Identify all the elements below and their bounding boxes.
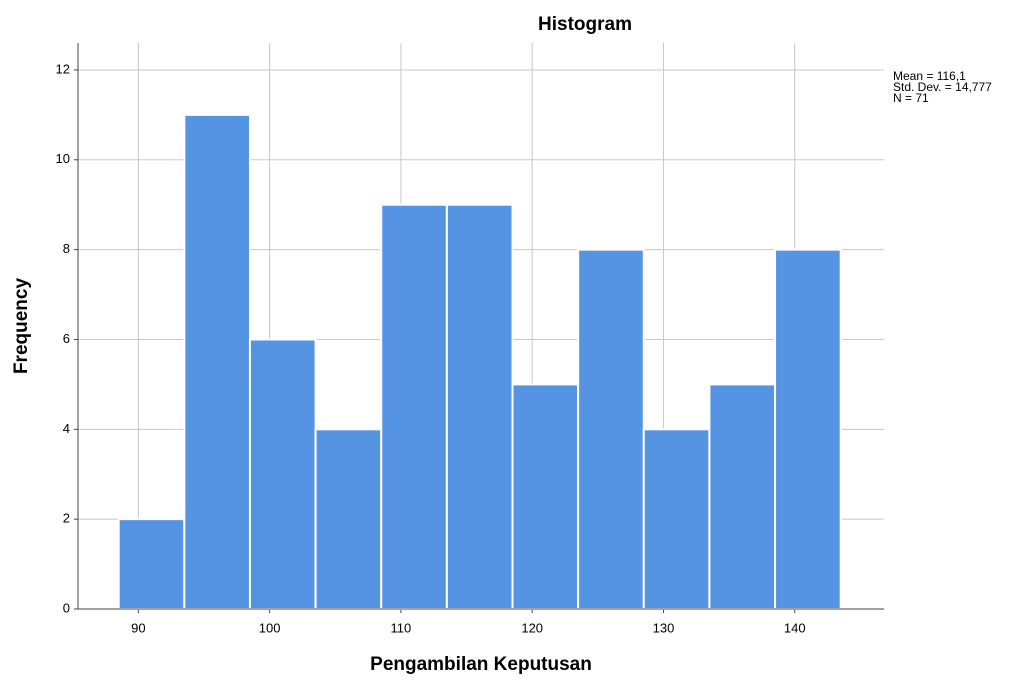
- bar: [248, 338, 317, 610]
- bar: [183, 113, 251, 610]
- bar: [314, 428, 383, 611]
- x-axis-label: Pengambilan Keputusan: [370, 654, 592, 675]
- bar: [642, 428, 711, 611]
- stats-annotation: N = 71: [893, 91, 929, 105]
- x-tick-label: 130: [653, 620, 675, 635]
- y-axis-label: Frequency: [11, 278, 32, 375]
- x-tick-label: 120: [521, 620, 543, 635]
- y-tick-label: 6: [63, 331, 70, 346]
- bar: [577, 248, 645, 610]
- y-tick-label: 2: [63, 511, 70, 526]
- bar: [708, 383, 777, 610]
- chart-title: Histogram: [538, 14, 632, 35]
- x-tick-label: 100: [259, 620, 281, 635]
- y-tick-label: 10: [56, 151, 70, 166]
- x-tick-label: 110: [391, 620, 412, 635]
- x-tick-label: 90: [131, 620, 145, 635]
- bar: [774, 248, 842, 610]
- y-tick-label: 8: [63, 241, 70, 256]
- y-tick-label: 0: [63, 600, 70, 615]
- bar: [511, 383, 580, 610]
- stats-annotation: Std. Dev. = 14,777: [893, 80, 992, 94]
- y-tick-label: 12: [56, 61, 70, 76]
- bar: [380, 203, 448, 610]
- bar: [445, 203, 514, 610]
- x-tick-label: 140: [784, 620, 806, 635]
- stats-annotation: Mean = 116,1: [893, 69, 966, 83]
- y-tick-label: 4: [63, 421, 70, 436]
- bar: [117, 518, 186, 611]
